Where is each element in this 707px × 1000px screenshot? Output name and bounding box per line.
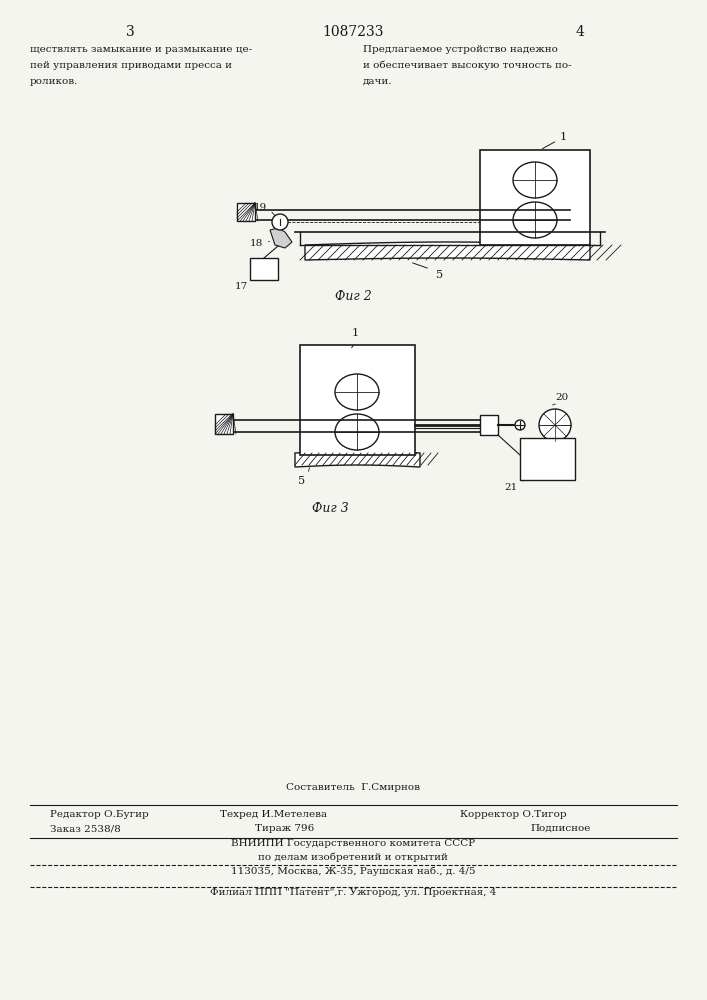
Polygon shape <box>270 228 292 248</box>
Text: по делам изобретений и открытий: по делам изобретений и открытий <box>258 853 448 862</box>
Bar <box>250 258 278 280</box>
Text: 18: 18 <box>250 238 263 247</box>
Bar <box>520 438 575 480</box>
Text: 3: 3 <box>126 25 134 39</box>
Text: 4: 4 <box>575 25 585 39</box>
Polygon shape <box>237 203 255 221</box>
Text: Фиг 3: Фиг 3 <box>312 502 349 515</box>
Text: Филиал ППП "Патент",г. Ужгород, ул. Проектная, 4: Филиал ППП "Патент",г. Ужгород, ул. Прое… <box>210 888 496 897</box>
Text: Фиг 2: Фиг 2 <box>334 290 371 303</box>
Text: пей управления приводами пресса и: пей управления приводами пресса и <box>30 61 232 70</box>
Text: дачи.: дачи. <box>363 77 392 86</box>
Text: 5: 5 <box>436 270 443 280</box>
Circle shape <box>272 214 288 230</box>
Text: ществлять замыкание и размыкание це-: ществлять замыкание и размыкание це- <box>30 45 252 54</box>
Text: 19: 19 <box>254 202 267 212</box>
Text: Подписное: Подписное <box>530 824 590 833</box>
Polygon shape <box>300 345 415 455</box>
Text: 1: 1 <box>542 132 567 149</box>
Text: 21: 21 <box>505 483 518 492</box>
Text: 17: 17 <box>235 282 248 291</box>
Circle shape <box>515 420 525 430</box>
Circle shape <box>539 409 571 441</box>
Text: Корректор О.Тигор: Корректор О.Тигор <box>460 810 566 819</box>
Text: 113035, Москва, Ж-35, Раушская наб., д. 4/5: 113035, Москва, Ж-35, Раушская наб., д. … <box>230 867 475 876</box>
Text: ВНИИПИ Государственного комитета СССР: ВНИИПИ Государственного комитета СССР <box>231 839 475 848</box>
Polygon shape <box>480 150 590 245</box>
Text: Заказ 2538/8: Заказ 2538/8 <box>50 824 121 833</box>
Text: 1: 1 <box>351 328 358 338</box>
Text: Тираж 796: Тираж 796 <box>255 824 314 833</box>
Bar <box>480 415 498 435</box>
Polygon shape <box>295 451 420 467</box>
Text: Редактор О.Бугир: Редактор О.Бугир <box>50 810 148 819</box>
Text: роликов.: роликов. <box>30 77 78 86</box>
Text: Техред И.Метелева: Техред И.Метелева <box>220 810 327 819</box>
Text: 5: 5 <box>298 476 305 486</box>
Text: Предлагаемое устройство надежно: Предлагаемое устройство надежно <box>363 45 558 54</box>
Polygon shape <box>215 414 233 434</box>
Text: Составитель  Г.Смирнов: Составитель Г.Смирнов <box>286 783 420 792</box>
Text: и обеспечивает высокую точность по-: и обеспечивает высокую точность по- <box>363 61 572 70</box>
Text: 1087233: 1087233 <box>322 25 384 39</box>
Text: 20: 20 <box>555 393 568 402</box>
Polygon shape <box>305 242 590 260</box>
